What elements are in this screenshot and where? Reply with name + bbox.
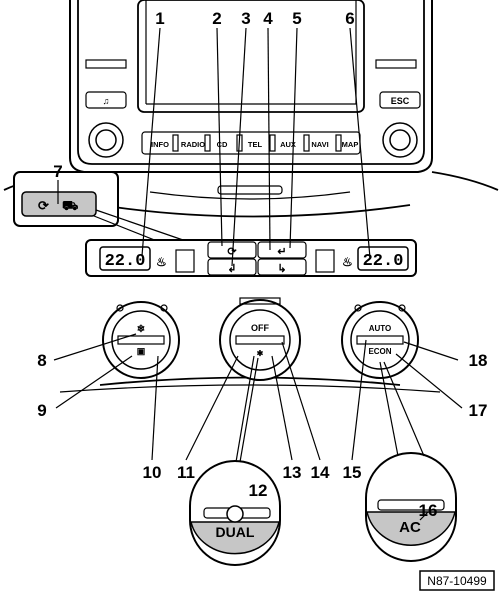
dual-icon: ✱	[257, 349, 264, 358]
defrost-rear-icon: ▣	[137, 346, 146, 356]
radio-screen	[137, 0, 365, 113]
callout-4: 4	[263, 9, 273, 28]
callout-1: 1	[155, 9, 164, 28]
footwell-right-button[interactable]	[257, 258, 307, 276]
recirculation-button-zoom[interactable]	[21, 191, 97, 217]
right-knob: AUTO ECON	[341, 301, 419, 379]
callout-numbers: 1 2 3 4 5 6 7 8 9 10 11 12 13 14 15 16 1…	[37, 9, 487, 520]
dual-button-zoom[interactable]	[226, 505, 244, 523]
radio-btn-cd[interactable]: CD	[217, 140, 228, 149]
callout-16: 16	[419, 501, 438, 520]
climate-strip: 22.0 ♨ ⟳ ↲ ↵ ↳ ♨ 22.0	[85, 239, 417, 277]
auto-button-label[interactable]: AUTO	[369, 324, 392, 333]
left-temp-knob[interactable]	[111, 310, 171, 370]
airflow-upper-button[interactable]	[257, 241, 307, 259]
dual-label: DUAL	[216, 524, 255, 540]
inset-ac: AC	[365, 361, 457, 562]
esc-button[interactable]	[379, 91, 421, 109]
left-temp-display	[99, 246, 151, 271]
callout-18: 18	[469, 351, 488, 370]
fan-knob[interactable]	[229, 309, 291, 371]
inset-7: ⟳ ⛟	[13, 171, 213, 263]
callout-5: 5	[292, 9, 301, 28]
callout-6: 6	[345, 9, 354, 28]
callout-8: 8	[37, 351, 46, 370]
left-knob: ❄ ▣	[102, 301, 180, 379]
right-seat-level-bar	[315, 249, 335, 273]
callout-13: 13	[283, 463, 302, 482]
fan-level-indicator	[239, 297, 281, 305]
figure-ref-box	[419, 570, 495, 591]
center-knob: OFF ✱	[219, 297, 301, 381]
econ-button-label[interactable]: ECON	[368, 347, 391, 356]
airflow-left-icon: ↲	[227, 263, 236, 275]
radio-btn-tel[interactable]: TEL	[248, 140, 263, 149]
left-temp-value: 22.0	[105, 252, 146, 271]
radio-btn-info[interactable]: INFO	[151, 140, 169, 149]
callout-15: 15	[343, 463, 362, 482]
callout-9: 9	[37, 401, 46, 420]
radio-btn-navi[interactable]: NAVI	[311, 140, 328, 149]
music-button-label: ♫	[103, 96, 110, 106]
callout-11: 11	[177, 463, 195, 482]
radio-unit: ♫ ESC INFO RADIO CD TEL AUX NAVI MAP	[69, 0, 433, 173]
callout-14: 14	[311, 463, 330, 482]
music-button[interactable]	[85, 91, 127, 109]
callout-12: 12	[249, 481, 268, 500]
defrost-front-icon: ❄	[137, 324, 145, 335]
ac-label: AC	[399, 519, 421, 536]
left-seat-level-bar	[175, 249, 195, 273]
leader-lines	[53, 27, 463, 521]
airflow-upper-icon: ↵	[277, 246, 286, 258]
callout-10: 10	[143, 463, 162, 482]
left-seat-heat-icon: ♨	[156, 255, 167, 269]
car-icon: ⛟	[62, 198, 78, 213]
recirculation-icon: ⟳	[38, 198, 49, 213]
figure-ref: N87-10499	[427, 574, 487, 588]
callout-2: 2	[212, 9, 221, 28]
inset-dual: DUAL	[189, 355, 281, 566]
callout-3: 3	[241, 9, 250, 28]
radio-btn-radio[interactable]: RADIO	[181, 140, 205, 149]
radio-btn-aux[interactable]: AUX	[280, 140, 296, 149]
right-temp-display	[357, 246, 409, 271]
callout-17: 17	[469, 401, 488, 420]
airflow-lower-icon: ↳	[277, 263, 286, 275]
right-temp-value: 22.0	[363, 252, 404, 271]
right-temp-knob[interactable]	[350, 310, 410, 370]
esc-button-label: ESC	[391, 96, 410, 106]
off-button-label[interactable]: OFF	[251, 323, 269, 333]
callout-7: 7	[53, 162, 62, 181]
radio-btn-map[interactable]: MAP	[342, 140, 359, 149]
right-seat-heat-icon: ♨	[342, 255, 353, 269]
